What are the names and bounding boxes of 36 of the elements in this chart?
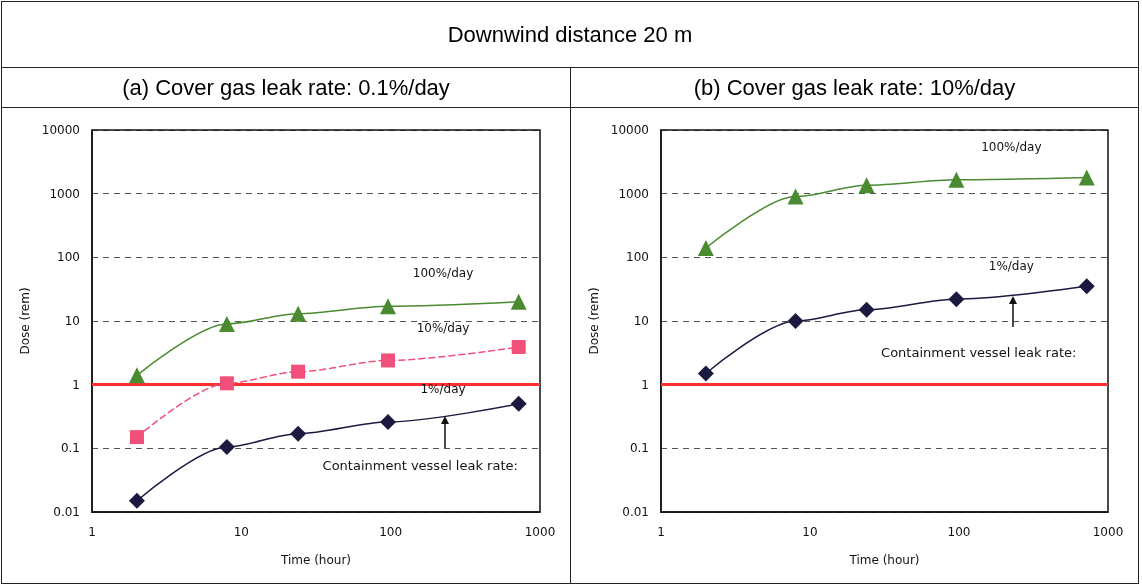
y-axis-title: Dose (rem): [586, 287, 601, 355]
chart-title: Downwind distance 20 m: [2, 2, 1138, 68]
x-axis-title: Time (hour): [279, 553, 352, 567]
x-axis-title: Time (hour): [848, 553, 920, 567]
y-tick-label: 1: [641, 377, 649, 392]
y-tick-label: 0.1: [629, 441, 649, 456]
x-tick-label: 100: [947, 525, 971, 539]
y-tick-label: 100: [57, 250, 80, 265]
chart-subtitle: (b) Cover gas leak rate: 10%/day: [571, 68, 1138, 108]
y-tick-label: 0.01: [622, 505, 649, 519]
series-label: 1%/day: [420, 381, 466, 396]
y-tick-label: 1000: [618, 186, 649, 201]
annotation: Containment vessel leak rate:: [322, 458, 518, 474]
series-label: 1%/day: [988, 259, 1034, 274]
x-tick-label: 10: [802, 525, 818, 539]
series-label: 100%/day: [412, 266, 474, 281]
y-tick-label: 0.01: [53, 505, 80, 519]
y-tick-label: 100: [626, 250, 649, 265]
text: 100%/day: [981, 139, 1042, 154]
y-tick-label: 10000: [610, 123, 649, 137]
chart-subtitle: (a) Cover gas leak rate: 0.1%/day: [2, 68, 570, 108]
y-tick-label: 10000: [41, 123, 80, 137]
y-tick-label: 10: [633, 314, 649, 328]
y-tick-label: 0.1: [60, 441, 80, 456]
y-tick-label: 1: [72, 377, 80, 392]
annotation: Containment vessel leak rate:: [881, 345, 1077, 361]
series-label: 10%/day: [416, 321, 470, 336]
x-tick-label: 1: [657, 525, 665, 539]
x-tick-label: 100: [379, 525, 403, 539]
x-tick-label: 1000: [524, 525, 556, 539]
x-tick-label: 1000: [1092, 525, 1124, 539]
y-tick-label: 1000: [49, 186, 80, 201]
y-tick-label: 10: [64, 314, 80, 328]
x-tick-label: 10: [233, 525, 249, 539]
x-tick-label: 1: [88, 525, 96, 539]
y-axis-title: Dose (rem): [17, 287, 32, 355]
